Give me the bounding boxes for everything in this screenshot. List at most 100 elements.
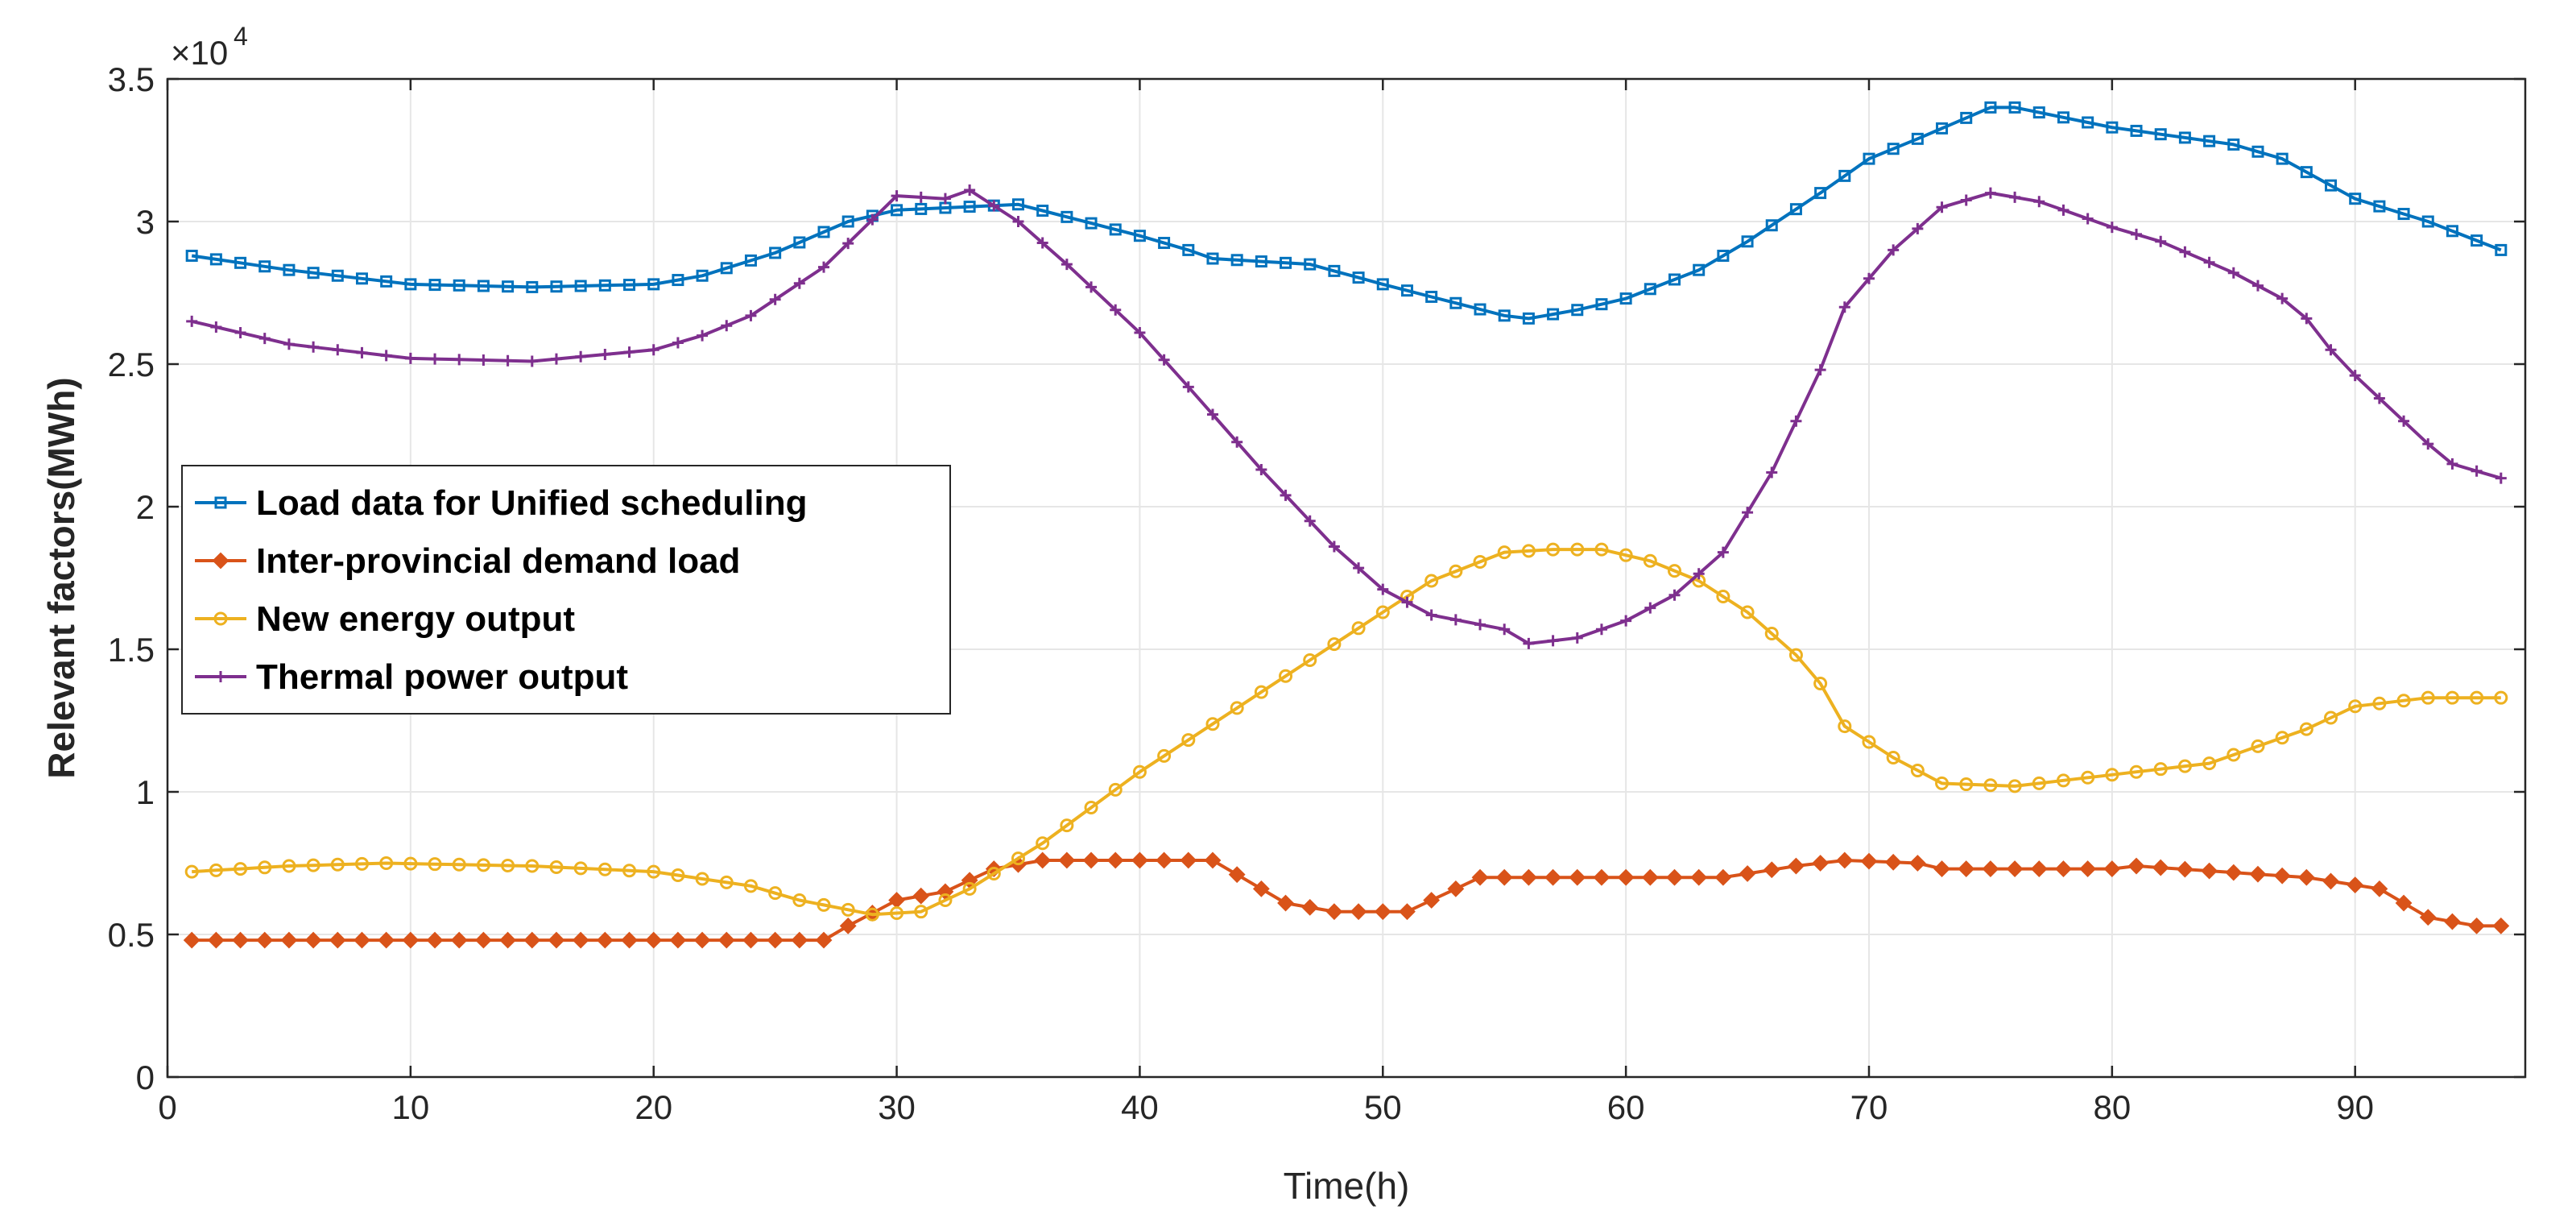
data-point bbox=[1595, 624, 1607, 636]
data-point bbox=[1763, 861, 1780, 879]
data-point bbox=[915, 202, 928, 215]
data-point bbox=[1569, 868, 1586, 886]
data-point bbox=[1619, 292, 1632, 305]
data-point bbox=[2468, 917, 2486, 934]
data-point bbox=[2445, 690, 2459, 705]
data-point bbox=[1741, 235, 1754, 248]
data-point bbox=[2471, 234, 2483, 247]
data-point bbox=[818, 261, 830, 273]
data-point bbox=[2275, 731, 2289, 745]
data-point bbox=[1375, 605, 1390, 619]
data-point bbox=[1182, 381, 1194, 393]
data-point bbox=[1254, 685, 1268, 699]
data-point bbox=[1206, 252, 1219, 265]
data-point bbox=[720, 262, 733, 275]
data-point bbox=[1789, 203, 1802, 216]
data-point bbox=[2033, 196, 2045, 208]
data-point bbox=[426, 931, 444, 949]
data-point bbox=[1473, 554, 1487, 569]
data-point bbox=[1280, 489, 1292, 501]
y-tick-label: 1.5 bbox=[108, 631, 155, 669]
data-point bbox=[1036, 237, 1048, 249]
data-point bbox=[986, 866, 1001, 880]
series-2 bbox=[183, 851, 2510, 949]
data-point bbox=[355, 272, 368, 285]
data-point bbox=[1693, 263, 1706, 276]
data-point bbox=[1205, 717, 1220, 731]
data-point bbox=[2495, 243, 2508, 256]
data-point bbox=[1133, 230, 1146, 242]
data-point bbox=[1936, 201, 1948, 213]
data-point bbox=[1280, 256, 1292, 269]
data-point bbox=[2131, 228, 2143, 240]
data-point bbox=[2325, 179, 2338, 192]
data-point bbox=[354, 856, 369, 871]
data-point bbox=[1156, 851, 1173, 869]
data-point bbox=[477, 280, 490, 292]
data-point bbox=[234, 862, 248, 876]
data-point bbox=[793, 277, 805, 289]
data-point bbox=[1376, 278, 1389, 291]
data-point bbox=[308, 341, 320, 353]
data-point bbox=[234, 256, 247, 269]
data-point bbox=[404, 352, 416, 364]
data-point bbox=[672, 274, 684, 287]
data-point bbox=[184, 864, 199, 879]
data-point bbox=[1910, 763, 1925, 777]
data-point bbox=[1547, 635, 1559, 647]
data-point bbox=[306, 858, 320, 872]
data-point bbox=[647, 278, 660, 291]
data-point bbox=[890, 905, 904, 920]
data-point bbox=[1814, 187, 1827, 200]
data-point bbox=[379, 856, 394, 870]
data-point bbox=[207, 931, 225, 949]
data-point bbox=[669, 931, 687, 949]
data-point bbox=[1644, 602, 1656, 614]
data-point bbox=[1887, 143, 1900, 155]
data-point bbox=[1085, 217, 1098, 230]
data-point bbox=[331, 269, 344, 282]
data-point bbox=[2297, 868, 2315, 886]
data-point bbox=[1304, 258, 1317, 271]
data-point bbox=[2103, 860, 2121, 877]
plot-frame bbox=[166, 77, 2527, 1079]
data-point bbox=[1351, 621, 1366, 636]
data-point bbox=[1547, 308, 1560, 321]
data-point bbox=[914, 905, 928, 919]
data-point bbox=[212, 552, 229, 570]
data-point bbox=[964, 184, 976, 197]
grid bbox=[167, 78, 2525, 1077]
data-point bbox=[962, 881, 977, 896]
data-point bbox=[2396, 694, 2411, 708]
data-point bbox=[1206, 408, 1218, 420]
data-point bbox=[1765, 219, 1778, 232]
x-tick-label: 90 bbox=[2336, 1088, 2374, 1126]
legend: Load data for Unified scheduling Inter-pr… bbox=[181, 465, 951, 715]
data-point bbox=[623, 279, 636, 292]
data-point bbox=[1668, 589, 1681, 601]
data-point bbox=[2178, 131, 2191, 144]
data-point bbox=[2203, 135, 2216, 147]
data-point bbox=[1474, 619, 1486, 631]
data-point bbox=[938, 893, 953, 908]
data-point bbox=[767, 931, 784, 949]
data-point bbox=[1374, 903, 1391, 921]
data-point bbox=[572, 931, 589, 949]
data-point bbox=[2106, 121, 2119, 134]
data-point bbox=[866, 213, 879, 226]
y-tick-label: 1 bbox=[136, 773, 155, 811]
data-point bbox=[721, 320, 733, 332]
data-point bbox=[1933, 860, 1950, 877]
data-point bbox=[550, 280, 563, 293]
data-point bbox=[1813, 676, 1828, 690]
data-point bbox=[1860, 852, 1878, 870]
data-point bbox=[1668, 564, 1682, 578]
data-point bbox=[939, 193, 951, 205]
data-point bbox=[1571, 304, 1584, 317]
data-point bbox=[1231, 436, 1243, 448]
series-1 bbox=[185, 101, 2508, 325]
data-point bbox=[2030, 860, 2048, 877]
data-point bbox=[717, 931, 735, 949]
data-point bbox=[525, 859, 540, 873]
series-4 bbox=[186, 184, 2507, 649]
